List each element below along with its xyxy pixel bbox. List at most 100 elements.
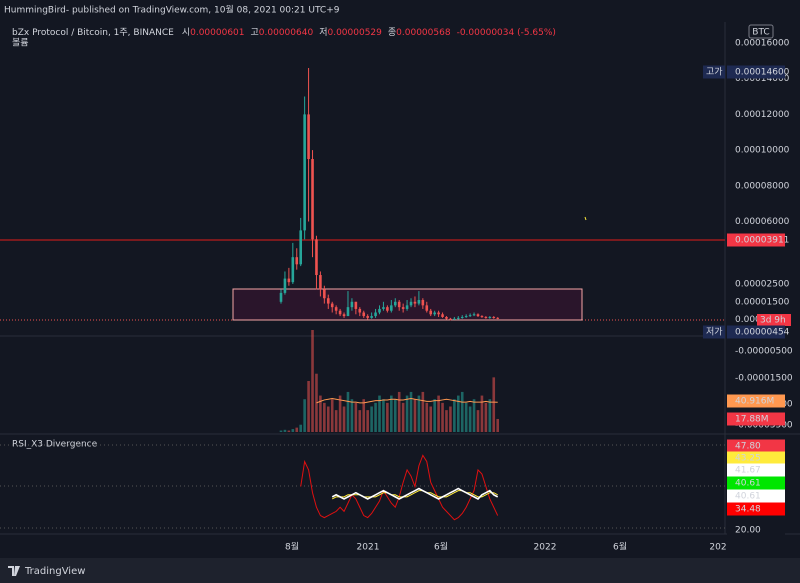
- volume-bar: [409, 391, 413, 432]
- ohlc-value: 0.00000568: [396, 28, 451, 38]
- volume-bar: [295, 427, 299, 432]
- rsi-title: RSI_X3 Divergence: [12, 440, 98, 450]
- candle-body: [350, 301, 354, 308]
- volume-bar: [358, 410, 362, 432]
- candle-body: [374, 312, 377, 317]
- ohlc-key: 시: [182, 27, 190, 38]
- volume-bar: [386, 402, 389, 432]
- volume-bar: [370, 406, 373, 432]
- volume-bar: [378, 395, 381, 432]
- ohlc-key: 저: [319, 27, 327, 38]
- x-tick-label: 6월: [613, 541, 627, 553]
- price-tag: 0.00014600: [735, 68, 790, 78]
- candle-body: [445, 316, 448, 319]
- volume-bar: [279, 430, 283, 432]
- published-line: HummingBird- published on TradingView.co…: [4, 4, 340, 16]
- rsi-tag-bg: [727, 463, 785, 477]
- y-tick-label: 0.00001500: [735, 297, 790, 307]
- ohlc-value: 0.00000640: [259, 28, 314, 38]
- volume-axis-label: -0.00001500: [735, 374, 793, 384]
- currency: BTC: [752, 28, 769, 38]
- price-tag-bg: [727, 65, 785, 79]
- price-tag-prefix: 저가: [706, 327, 723, 338]
- candle-body: [287, 278, 291, 283]
- rsi-tag: 43.25: [735, 454, 761, 464]
- y-tick-label: 0.00006000: [735, 217, 790, 227]
- candle-body: [299, 230, 302, 265]
- volume-bar: [433, 399, 436, 432]
- volume-bar: [326, 406, 330, 432]
- volume-tag-bg: [727, 394, 785, 408]
- candle-body: [326, 298, 330, 304]
- volume-bar: [421, 391, 425, 432]
- candle-body: [334, 307, 338, 311]
- candle-body: [295, 257, 299, 265]
- candle-body: [484, 316, 488, 318]
- candle-body: [472, 314, 476, 316]
- candle-body: [342, 314, 346, 317]
- candle-body: [421, 300, 425, 306]
- ohlc-value: 0.00000529: [327, 28, 382, 38]
- volume-bar: [449, 406, 452, 432]
- volume-bar: [334, 410, 338, 432]
- price-tag-bg: [757, 314, 791, 326]
- candle-body: [449, 318, 452, 320]
- candle-body: [354, 301, 358, 309]
- volume-bar: [468, 406, 472, 432]
- candle-body: [464, 316, 468, 318]
- rsi-tag-bg: [727, 451, 785, 465]
- ohlc-key: 종: [388, 27, 396, 38]
- candle-body: [311, 159, 314, 240]
- candle-body: [307, 114, 310, 160]
- volume-tag: 17.88M: [735, 415, 769, 425]
- candle-body: [370, 316, 373, 318]
- rsi-tag: 41.67: [735, 466, 761, 476]
- volume-bar: [323, 402, 326, 432]
- ohlc-key: 고: [251, 28, 259, 38]
- y-tick-label: 0.00002500: [735, 279, 790, 289]
- rsi-tag: 20.00: [735, 526, 761, 536]
- candle-body: [429, 310, 433, 315]
- volume-bar: [354, 402, 358, 432]
- price-tag-prefix-bg: [703, 65, 725, 79]
- x-tick-label: 2021: [357, 543, 380, 553]
- volume-bar: [342, 406, 346, 432]
- y-tick-label: 0.00010000: [735, 146, 790, 156]
- candle-body: [397, 301, 401, 308]
- candle-body: [409, 301, 413, 306]
- change: -0.00000034 (-5.65%): [457, 28, 556, 38]
- rsi-tag: 47.80: [735, 442, 761, 452]
- volume-bar: [390, 395, 393, 432]
- volume-bar: [405, 395, 409, 432]
- volume-bar: [472, 399, 476, 432]
- marker: [584, 216, 587, 221]
- candle-body: [283, 278, 287, 293]
- candle-body: [315, 239, 318, 276]
- volume-bar: [484, 402, 488, 432]
- volume-bar: [319, 395, 322, 432]
- volume-bar: [492, 377, 496, 432]
- volume-title: 볼륨: [12, 38, 29, 49]
- volume-bar: [464, 402, 468, 432]
- volume-bar: [397, 391, 401, 432]
- volume-tag-bg: [727, 412, 785, 426]
- symbol: bZx Protocol / Bitcoin, 1주, BINANCE: [12, 27, 174, 38]
- volume-bar: [287, 430, 291, 432]
- volume-ma: [316, 397, 498, 404]
- volume-bar: [441, 402, 444, 432]
- volume-bar: [338, 395, 342, 432]
- candle-body: [346, 307, 350, 317]
- volume-bar: [425, 402, 429, 432]
- volume-bar: [311, 330, 314, 432]
- candle-body: [441, 314, 444, 317]
- price-tag-bg: [727, 325, 785, 339]
- volume-bar: [413, 399, 417, 432]
- candle-body: [323, 289, 326, 299]
- volume-bar: [330, 399, 334, 432]
- candle-body: [476, 314, 480, 317]
- rsi-tag: 40.61: [735, 492, 761, 502]
- candle-body: [393, 301, 397, 306]
- volume-bar: [346, 391, 350, 432]
- volume-bar: [429, 406, 433, 432]
